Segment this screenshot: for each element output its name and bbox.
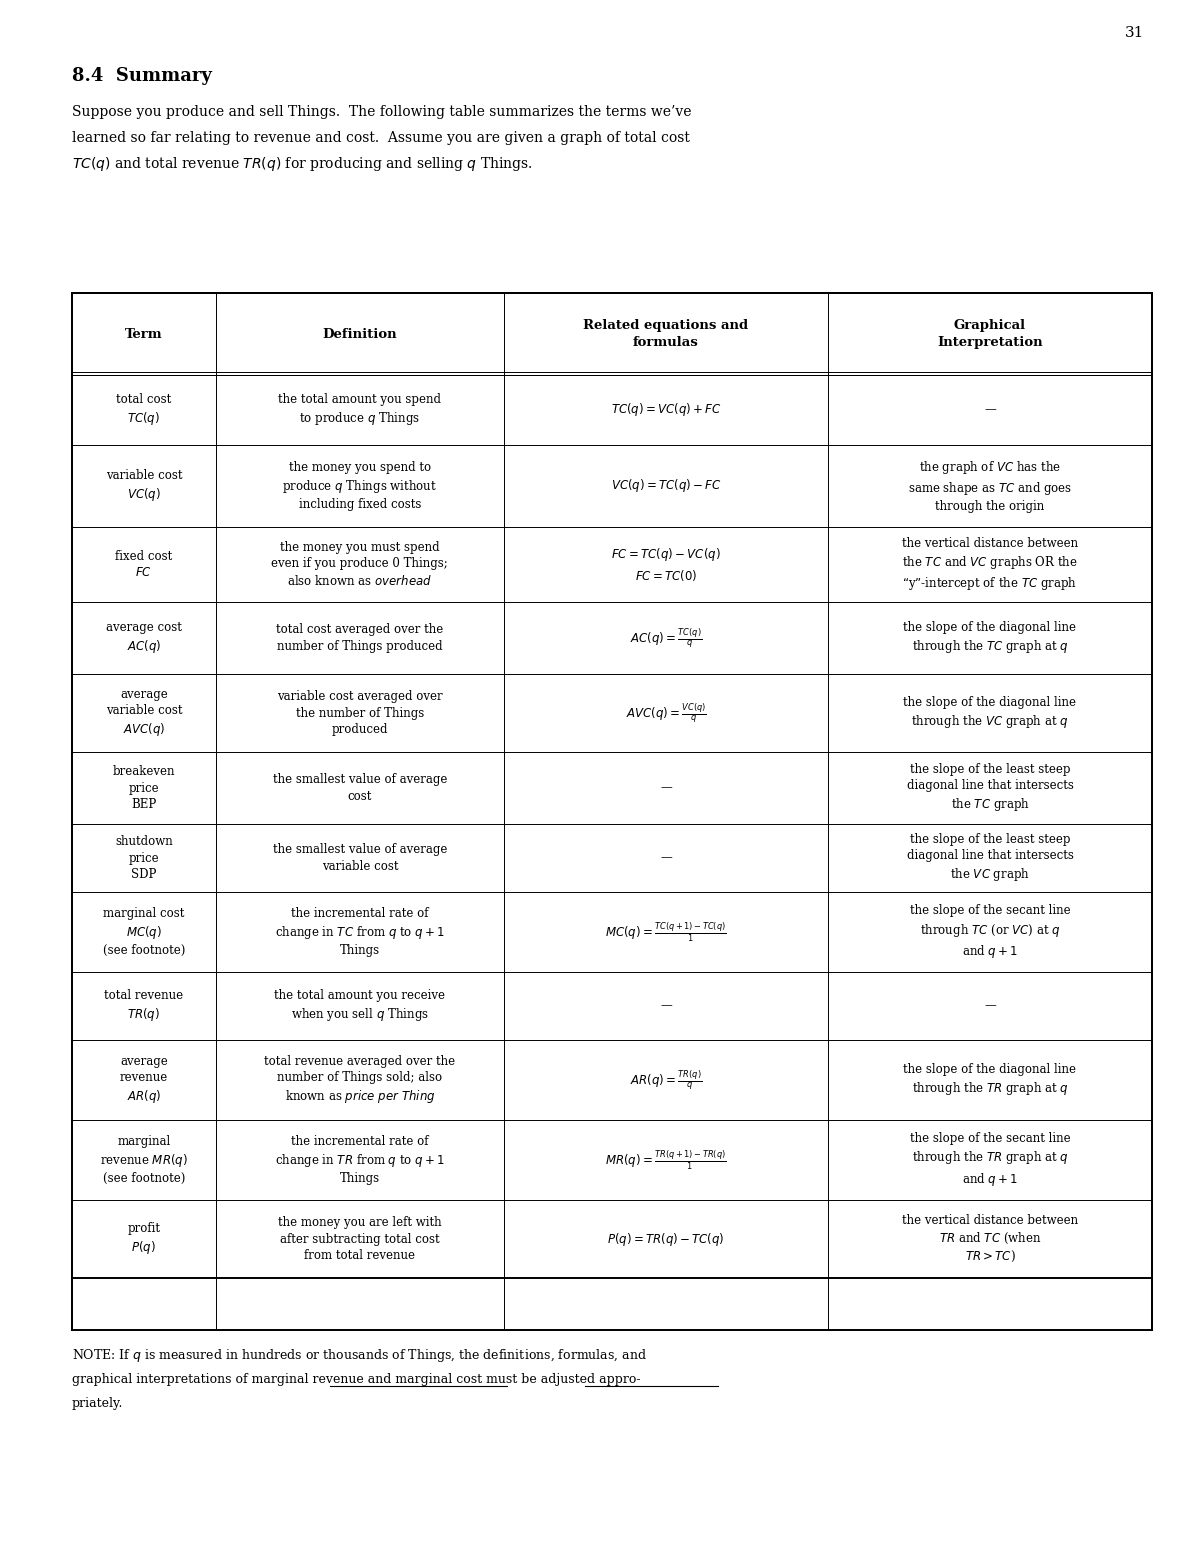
Text: the total amount you spend
to produce $q$ Things: the total amount you spend to produce $q…: [278, 393, 442, 427]
Text: the slope of the least steep
diagonal line that intersects
the $TC$ graph: the slope of the least steep diagonal li…: [906, 763, 1074, 813]
Text: breakeven
price
BEP: breakeven price BEP: [113, 765, 175, 811]
Text: NOTE: If $q$ is measured in hundreds or thousands of Things, the definitions, fo: NOTE: If $q$ is measured in hundreds or …: [72, 1347, 647, 1364]
Text: the slope of the diagonal line
through the $TR$ graph at $q$: the slope of the diagonal line through t…: [904, 1063, 1076, 1098]
Text: variable cost averaged over
the number of Things
produced: variable cost averaged over the number o…: [277, 690, 443, 735]
Text: —: —: [984, 1000, 996, 1012]
Text: fixed cost
$FC$: fixed cost $FC$: [115, 550, 173, 579]
Text: learned so far relating to revenue and cost.  Assume you are given a graph of to: learned so far relating to revenue and c…: [72, 132, 690, 146]
Text: $MR(q) = \frac{TR(q+1)-TR(q)}{1}$: $MR(q) = \frac{TR(q+1)-TR(q)}{1}$: [605, 1149, 727, 1172]
Text: $AVC(q) = \frac{VC(q)}{q}$: $AVC(q) = \frac{VC(q)}{q}$: [625, 701, 707, 724]
Text: the slope of the diagonal line
through the $TC$ graph at $q$: the slope of the diagonal line through t…: [904, 621, 1076, 655]
Text: the total amount you receive
when you sell $q$ Things: the total amount you receive when you se…: [275, 989, 445, 1023]
Text: Suppose you produce and sell Things.  The following table summarizes the terms w: Suppose you produce and sell Things. The…: [72, 105, 691, 119]
Text: $TC(q) = VC(q) + FC$: $TC(q) = VC(q) + FC$: [611, 401, 721, 418]
Text: variable cost
$VC(q)$: variable cost $VC(q)$: [106, 469, 182, 503]
Text: the slope of the secant line
through $TC$ (or $VC$) at $q$
and $q+1$: the slope of the secant line through $TC…: [910, 904, 1070, 960]
Bar: [72, 293, 1152, 1330]
Text: $AR(q) = \frac{TR(q)}{q}$: $AR(q) = \frac{TR(q)}{q}$: [630, 1068, 702, 1091]
Text: profit
$P(q)$: profit $P(q)$: [127, 1221, 161, 1255]
Text: the smallest value of average
cost: the smallest value of average cost: [272, 774, 448, 803]
Text: the money you are left with
after subtracting total cost
from total revenue: the money you are left with after subtra…: [278, 1217, 442, 1262]
Text: —: —: [660, 1000, 672, 1012]
Text: the incremental rate of
change in $TC$ from $q$ to $q+1$
Things: the incremental rate of change in $TC$ f…: [275, 907, 445, 957]
Text: total cost
$TC(q)$: total cost $TC(q)$: [116, 393, 172, 427]
Text: Definition: Definition: [323, 328, 397, 341]
Text: Related equations and
formulas: Related equations and formulas: [583, 319, 749, 348]
Text: average cost
$AC(q)$: average cost $AC(q)$: [106, 621, 181, 655]
Text: shutdown
price
SDP: shutdown price SDP: [115, 834, 173, 881]
Text: average
revenue
$AR(q)$: average revenue $AR(q)$: [120, 1054, 168, 1105]
Text: priately.: priately.: [72, 1398, 124, 1410]
Text: Term: Term: [125, 328, 163, 341]
Text: the slope of the secant line
through the $TR$ graph at $q$
and $q+1$: the slope of the secant line through the…: [910, 1132, 1070, 1187]
Text: —: —: [660, 851, 672, 864]
Text: the graph of $VC$ has the
same shape as $TC$ and goes
through the origin: the graph of $VC$ has the same shape as …: [908, 458, 1072, 514]
Text: the incremental rate of
change in $TR$ from $q$ to $q+1$
Things: the incremental rate of change in $TR$ f…: [275, 1135, 445, 1186]
Text: graphical interpretations of marginal revenue and marginal cost must be adjusted: graphical interpretations of marginal re…: [72, 1373, 641, 1387]
Text: total cost averaged over the
number of Things produced: total cost averaged over the number of T…: [276, 624, 444, 653]
Text: the slope of the least steep
diagonal line that intersects
the $VC$ graph: the slope of the least steep diagonal li…: [906, 833, 1074, 884]
Text: $P(q) = TR(q) - TC(q)$: $P(q) = TR(q) - TC(q)$: [607, 1231, 725, 1248]
Text: total revenue
$TR(q)$: total revenue $TR(q)$: [104, 989, 184, 1023]
Text: marginal cost
$MC(q)$
(see footnote): marginal cost $MC(q)$ (see footnote): [103, 907, 185, 957]
Text: —: —: [660, 782, 672, 794]
Text: total revenue averaged over the
number of Things sold; also
known as $\it{price\: total revenue averaged over the number o…: [264, 1054, 455, 1105]
Text: —: —: [984, 404, 996, 416]
Text: the slope of the diagonal line
through the $VC$ graph at $q$: the slope of the diagonal line through t…: [904, 697, 1076, 731]
Text: $AC(q) = \frac{TC(q)}{q}$: $AC(q) = \frac{TC(q)}{q}$: [630, 627, 702, 650]
Text: 31: 31: [1126, 26, 1145, 40]
Text: $TC(q)$ and total revenue $TR(q)$ for producing and selling $q$ Things.: $TC(q)$ and total revenue $TR(q)$ for pr…: [72, 155, 533, 173]
Text: the vertical distance between
the $TC$ and $VC$ graphs OR the
“y”-intercept of t: the vertical distance between the $TC$ a…: [902, 537, 1078, 593]
Text: $MC(q) = \frac{TC(q+1)-TC(q)}{1}$: $MC(q) = \frac{TC(q+1)-TC(q)}{1}$: [605, 921, 727, 944]
Text: the smallest value of average
variable cost: the smallest value of average variable c…: [272, 844, 448, 873]
Text: Graphical
Interpretation: Graphical Interpretation: [937, 319, 1043, 348]
Text: the money you spend to
produce $q$ Things without
including fixed costs: the money you spend to produce $q$ Thing…: [282, 461, 437, 511]
Text: $VC(q) = TC(q) - FC$: $VC(q) = TC(q) - FC$: [611, 477, 721, 494]
Text: the money you must spend
even if you produce 0 Things;
also known as $\it{overhe: the money you must spend even if you pro…: [271, 540, 448, 588]
Text: average
variable cost
$AVC(q)$: average variable cost $AVC(q)$: [106, 687, 182, 738]
Text: marginal
revenue $MR(q)$
(see footnote): marginal revenue $MR(q)$ (see footnote): [100, 1135, 187, 1186]
Text: the vertical distance between
$TR$ and $TC$ (when
$TR > TC$): the vertical distance between $TR$ and $…: [902, 1214, 1078, 1265]
Text: $FC = TC(q) - VC(q)$
$FC = TC(0)$: $FC = TC(q) - VC(q)$ $FC = TC(0)$: [611, 546, 721, 584]
Text: 8.4  Summary: 8.4 Summary: [72, 67, 212, 85]
